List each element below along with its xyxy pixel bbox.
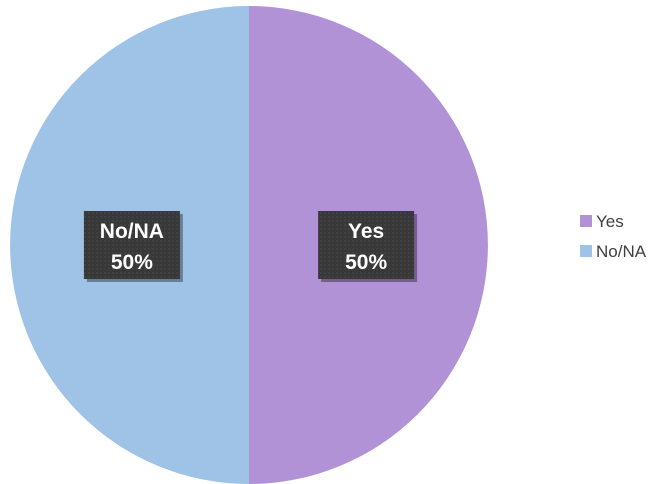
legend: Yes No/NA [580, 212, 647, 261]
legend-label: Yes [596, 212, 624, 231]
data-label-box [318, 211, 415, 279]
legend-swatch [580, 215, 592, 227]
legend-swatch [580, 245, 592, 257]
data-label-yes: Yes 50% [318, 211, 418, 282]
data-label-category: Yes [348, 220, 384, 243]
data-label-percent: 50% [345, 251, 387, 274]
data-labels: Yes 50% No/NA 50% [83, 211, 418, 282]
legend-item-yes: Yes [580, 212, 624, 231]
legend-item-no-na: No/NA [580, 242, 647, 261]
data-label-box [83, 211, 180, 279]
data-label-percent: 50% [111, 251, 153, 274]
data-label-category: No/NA [100, 220, 164, 243]
data-label-no-na: No/NA 50% [83, 211, 183, 282]
legend-label: No/NA [596, 242, 647, 261]
